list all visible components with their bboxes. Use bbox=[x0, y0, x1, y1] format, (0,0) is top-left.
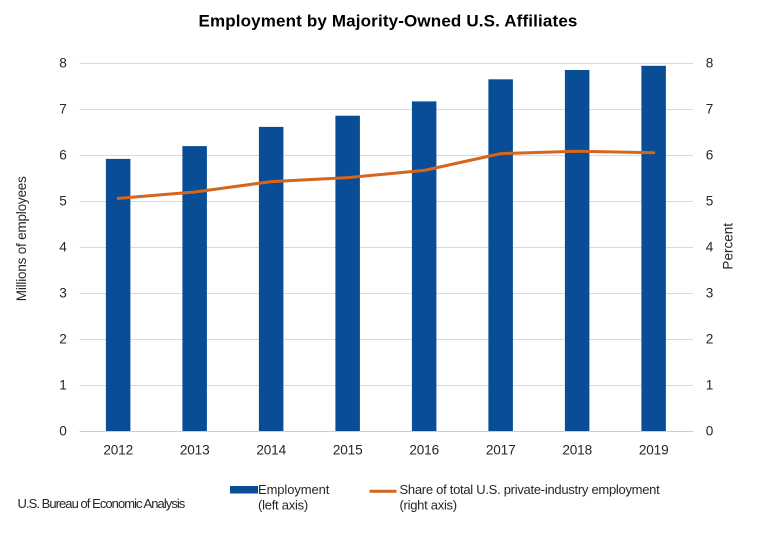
svg-text:2019: 2019 bbox=[639, 443, 669, 458]
svg-text:2013: 2013 bbox=[180, 443, 210, 458]
svg-text:2015: 2015 bbox=[333, 443, 363, 458]
svg-text:5: 5 bbox=[59, 193, 67, 208]
svg-text:0: 0 bbox=[706, 423, 714, 438]
svg-text:2018: 2018 bbox=[562, 443, 592, 458]
svg-text:3: 3 bbox=[706, 285, 714, 300]
svg-text:5: 5 bbox=[706, 193, 714, 208]
svg-text:6: 6 bbox=[706, 147, 714, 162]
svg-text:Employment by Majority-Owned U: Employment by Majority-Owned U.S. Affili… bbox=[198, 12, 577, 31]
svg-text:2016: 2016 bbox=[409, 443, 439, 458]
svg-text:8: 8 bbox=[706, 55, 714, 70]
svg-text:2: 2 bbox=[59, 331, 67, 346]
svg-text:Employment: Employment bbox=[258, 482, 330, 497]
svg-text:2017: 2017 bbox=[486, 443, 516, 458]
svg-text:2014: 2014 bbox=[256, 443, 286, 458]
svg-text:Millions of employees: Millions of employees bbox=[14, 176, 29, 301]
svg-text:3: 3 bbox=[59, 285, 67, 300]
svg-text:2012: 2012 bbox=[103, 443, 133, 458]
svg-text:8: 8 bbox=[59, 55, 67, 70]
svg-text:0: 0 bbox=[59, 423, 67, 438]
svg-text:U.S. Bureau of Economic Analys: U.S. Bureau of Economic Analysis bbox=[18, 496, 186, 511]
svg-text:1: 1 bbox=[59, 377, 67, 392]
svg-text:(left axis): (left axis) bbox=[258, 498, 308, 513]
svg-text:4: 4 bbox=[59, 239, 67, 254]
svg-text:1: 1 bbox=[706, 377, 714, 392]
svg-text:4: 4 bbox=[706, 239, 714, 254]
svg-text:6: 6 bbox=[59, 147, 67, 162]
svg-text:Share of total U.S. private-in: Share of total U.S. private-industry emp… bbox=[400, 482, 661, 497]
svg-text:Percent: Percent bbox=[721, 223, 736, 270]
svg-text:7: 7 bbox=[59, 101, 67, 116]
svg-text:2: 2 bbox=[706, 331, 714, 346]
svg-text:7: 7 bbox=[706, 101, 714, 116]
svg-text:(right axis): (right axis) bbox=[400, 498, 457, 513]
